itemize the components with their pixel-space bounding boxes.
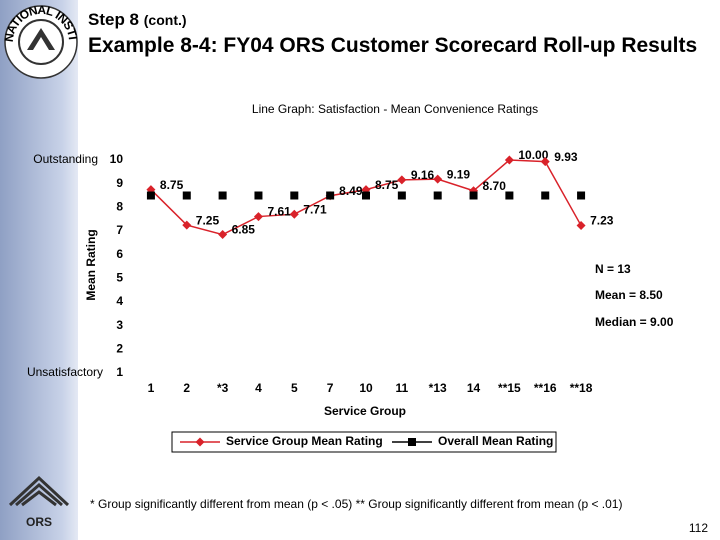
y-axis-label: Mean Rating: [84, 229, 98, 300]
x-tick-label: **18: [570, 381, 593, 395]
point: [541, 191, 550, 200]
y-tick-label: 5: [116, 271, 123, 285]
point: [326, 191, 335, 200]
x-tick-label: **16: [534, 381, 557, 395]
y-tick-label: 8: [116, 200, 123, 214]
point: [397, 175, 407, 185]
x-tick-label: *3: [217, 381, 229, 395]
point: [182, 220, 192, 230]
y-tick-label: 1: [116, 365, 123, 379]
chart-title: Line Graph: Satisfaction - Mean Convenie…: [252, 102, 538, 116]
point: [505, 191, 514, 200]
point: [576, 221, 586, 231]
data-label: 8.70: [483, 179, 507, 193]
annotation: N = 13: [595, 262, 631, 276]
data-label: 7.23: [590, 214, 614, 228]
x-tick-label: 7: [327, 381, 334, 395]
ors-logo: ORS: [8, 475, 70, 529]
x-tick-label: 4: [255, 381, 262, 395]
y-tick-label: 7: [116, 223, 123, 237]
x-tick-label: **15: [498, 381, 521, 395]
x-tick-label: 11: [396, 381, 409, 395]
annotation: Outstanding: [33, 152, 98, 166]
point: [218, 230, 228, 240]
data-label: 8.75: [160, 178, 184, 192]
point: [146, 191, 155, 200]
sidebar: [0, 0, 78, 540]
point: [577, 191, 586, 200]
point: [362, 191, 370, 200]
annotation: Unsatisfactory: [27, 365, 103, 379]
data-label: 8.49: [339, 184, 363, 198]
legend-marker: [408, 438, 416, 446]
point: [433, 191, 442, 200]
slide-title: Example 8-4: FY04 ORS Customer Scorecard…: [88, 34, 698, 57]
data-label: 9.93: [554, 150, 578, 164]
y-tick-label: 2: [116, 342, 123, 356]
data-label: 8.75: [375, 178, 399, 192]
data-label: 9.16: [411, 168, 435, 182]
footnote: * Group significantly different from mea…: [90, 497, 622, 511]
nih-logo: NATIONAL INSTITUTES OF HEALTH: [0, 0, 80, 79]
data-label: 6.85: [232, 223, 256, 237]
legend-marker: [195, 437, 205, 447]
y-tick-label: 3: [116, 318, 123, 332]
x-axis-label: Service Group: [324, 404, 406, 418]
data-label: 10.00: [518, 148, 548, 162]
step: Step 8: [88, 10, 140, 29]
data-label: 7.25: [196, 213, 220, 227]
x-tick-label: 10: [359, 381, 373, 395]
ors-text: ORS: [26, 515, 52, 529]
point: [469, 191, 478, 200]
x-tick-label: 14: [467, 381, 481, 395]
legend-label: Overall Mean Rating: [438, 434, 553, 448]
data-label: 9.19: [447, 167, 471, 181]
annotation: Mean = 8.50: [595, 288, 663, 302]
y-tick-label: 4: [116, 294, 123, 308]
legend-box: [171, 431, 557, 453]
x-tick-label: *13: [429, 381, 447, 395]
point: [254, 191, 263, 200]
step-heading: Step 8 (cont.): [88, 10, 187, 30]
x-tick-label: 2: [183, 381, 190, 395]
y-tick-label: 6: [116, 247, 123, 261]
point: [182, 191, 191, 200]
point: [504, 155, 514, 165]
x-tick-label: 5: [291, 381, 298, 395]
legend-label: Service Group Mean Rating: [226, 434, 383, 448]
page-number: 112: [689, 521, 708, 535]
point: [289, 209, 299, 219]
y-tick-label: 10: [110, 152, 124, 166]
annotation: Median = 9.00: [595, 315, 674, 329]
point: [397, 191, 406, 200]
point: [290, 191, 299, 200]
point: [253, 212, 263, 222]
y-tick-label: 9: [116, 176, 123, 190]
point: [540, 157, 550, 167]
data-label: 7.71: [303, 202, 327, 216]
step-suffix: (cont.): [143, 12, 187, 28]
point: [433, 174, 443, 184]
x-tick-label: 1: [148, 381, 155, 395]
point: [218, 191, 227, 200]
data-label: 7.61: [267, 205, 291, 219]
